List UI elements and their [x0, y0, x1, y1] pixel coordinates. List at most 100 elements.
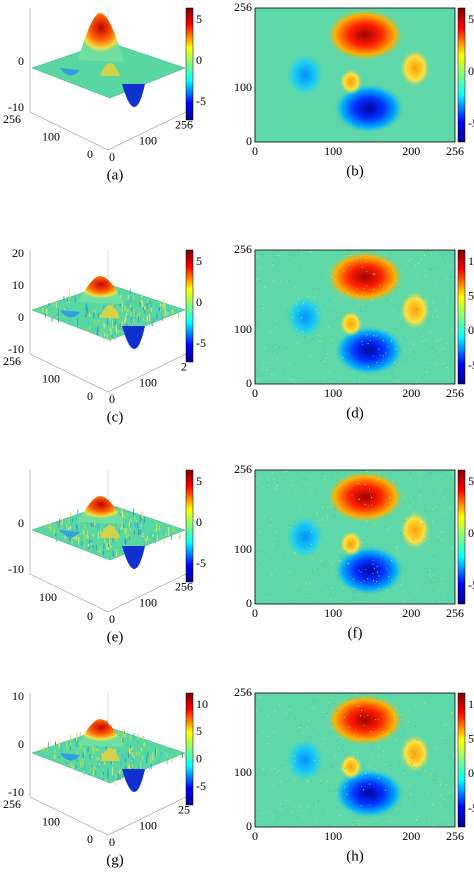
noise-dot — [303, 713, 305, 715]
noise-dot — [309, 476, 311, 478]
noise-dot — [308, 720, 310, 722]
noise-dot — [360, 805, 362, 807]
noise-dot — [426, 799, 428, 801]
noise-dot — [421, 532, 423, 534]
noise-dot — [329, 268, 331, 270]
noise-dot — [391, 511, 393, 513]
noise-dot — [365, 516, 367, 518]
noise-dot — [388, 733, 390, 735]
noise-dot — [405, 602, 407, 604]
x-tick-label: 200 — [402, 386, 420, 400]
noise-dot — [348, 476, 350, 478]
noise-dot — [390, 812, 392, 814]
noise-dot — [450, 728, 452, 730]
noise-dot — [432, 804, 434, 806]
noise-dot — [295, 265, 297, 267]
noise-dot — [322, 518, 324, 520]
noise-dot — [331, 587, 333, 589]
noise-dot — [274, 375, 276, 377]
noise-dot — [413, 511, 415, 513]
noise-dot — [295, 302, 297, 304]
noise-dot — [417, 586, 419, 588]
left-axis-tick-label: 256 — [3, 797, 21, 811]
noise-dot — [306, 779, 308, 781]
noise-dot — [413, 344, 415, 346]
noise-dot — [257, 324, 259, 326]
noise-dot — [379, 761, 381, 763]
noise-dot — [292, 577, 294, 579]
noise-dot — [269, 593, 271, 595]
noise-dot — [258, 583, 260, 585]
noise-dot — [296, 304, 298, 306]
noise-dot — [366, 334, 368, 336]
noise-dot — [404, 350, 406, 352]
noise-dot — [300, 506, 302, 508]
noise-dot — [337, 504, 339, 506]
noise-dot — [378, 285, 380, 287]
noise-dot — [262, 559, 264, 561]
noise-dot — [397, 380, 399, 382]
noise-dot — [409, 470, 411, 472]
noise-dot — [447, 367, 449, 369]
noise-dot — [426, 571, 428, 573]
noise-dot — [452, 275, 454, 277]
y-tick-label: 256 — [234, 462, 252, 476]
y-tick-label: 100 — [234, 542, 252, 556]
noise-dot — [302, 331, 304, 333]
y-tick-label: 100 — [234, 765, 252, 779]
noise-dot — [390, 340, 392, 342]
noise-dot — [443, 362, 445, 364]
right-axis-tick-label: 0 — [109, 150, 115, 164]
noise-dot — [450, 758, 452, 760]
noise-dot — [303, 302, 305, 304]
noise-dot — [332, 766, 334, 768]
noise-dot — [433, 581, 435, 583]
noise-dot — [430, 253, 432, 255]
colorbar-tick-label: -5 — [468, 358, 474, 372]
noise-dot — [309, 737, 311, 739]
noise-dot — [331, 276, 333, 278]
noise-dot — [255, 696, 257, 698]
noise-dot — [386, 589, 388, 591]
noise-dot — [326, 714, 328, 716]
noise-dot — [441, 538, 443, 540]
noise-dot — [405, 569, 407, 571]
noise-dot — [432, 734, 434, 736]
noise-dot — [411, 756, 413, 758]
x-tick-label: 0 — [252, 144, 258, 158]
noise-dot — [290, 589, 292, 591]
noise-dot — [370, 730, 372, 732]
noise-dot — [355, 758, 357, 760]
noise-dot — [324, 292, 326, 294]
noise-dot — [424, 770, 426, 772]
noise-dot — [330, 477, 332, 479]
noise-dot — [415, 741, 417, 743]
noise-dot — [286, 470, 288, 472]
noise-dot — [271, 373, 273, 375]
noise-dot — [326, 518, 328, 520]
noise-dot — [356, 529, 358, 531]
noise-dot — [310, 780, 312, 782]
right-axis-tick-label: 100 — [139, 376, 157, 390]
noise-dot — [273, 533, 275, 535]
noise-dot — [394, 344, 396, 346]
colorbar — [185, 692, 194, 806]
noise-dot — [274, 531, 276, 533]
noise-dot — [374, 768, 376, 770]
noise-dot — [326, 712, 328, 714]
noise-dot — [420, 733, 422, 735]
noise-dot — [369, 488, 371, 490]
noise-dot — [368, 821, 370, 823]
noise-dot — [382, 359, 384, 361]
noise-dot — [418, 598, 420, 600]
noise-dot — [334, 589, 336, 591]
noise-dot — [275, 346, 277, 348]
noise-dot — [292, 811, 294, 813]
noise-dot — [435, 601, 437, 603]
noise-dot — [351, 823, 353, 825]
noise-dot — [426, 820, 428, 822]
noise-dot — [256, 710, 258, 712]
noise-dot — [304, 707, 306, 709]
panel-label: (f) — [348, 625, 363, 641]
noise-dot — [260, 329, 262, 331]
